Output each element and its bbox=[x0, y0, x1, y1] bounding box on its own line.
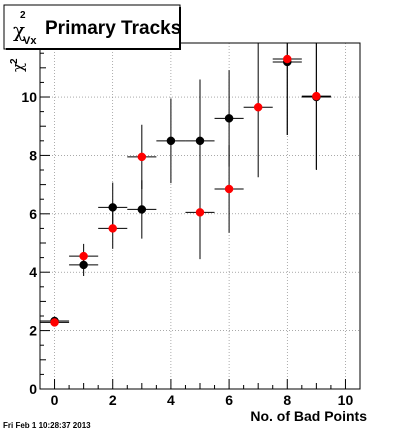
x-tick-label: 0 bbox=[51, 392, 59, 408]
data-marker bbox=[253, 102, 263, 112]
x-tick-label: 2 bbox=[109, 392, 117, 408]
data-marker bbox=[137, 152, 147, 162]
data-marker bbox=[79, 251, 88, 261]
x-tick-label: 6 bbox=[225, 392, 233, 408]
series-2 bbox=[40, 43, 331, 327]
data-marker bbox=[166, 136, 176, 146]
y-axis-title: χ 2 bbox=[9, 58, 27, 72]
title-superscript: 2 bbox=[20, 10, 26, 21]
data-marker bbox=[283, 54, 292, 64]
y-tick-label: 0 bbox=[29, 381, 37, 397]
timestamp: Fri Feb 1 10:28:37 2013 bbox=[3, 421, 91, 430]
y-axis-chi: χ bbox=[9, 63, 27, 72]
chart-title: Primary Tracks bbox=[45, 18, 181, 39]
data-marker bbox=[195, 208, 205, 217]
data-marker bbox=[224, 114, 234, 123]
title-chi-symbol: χ bbox=[13, 18, 25, 42]
y-tick-label: 2 bbox=[29, 323, 37, 339]
x-axis-title: No. of Bad Points bbox=[250, 408, 367, 424]
y-tick-labels: 0 2 4 6 8 10 bbox=[21, 89, 37, 397]
y-axis-superscript: 2 bbox=[9, 58, 20, 64]
data-marker bbox=[195, 136, 205, 146]
x-tick-label: 10 bbox=[338, 392, 354, 408]
data-points bbox=[40, 43, 331, 327]
axis-ticks bbox=[39, 52, 361, 390]
y-tick-label: 8 bbox=[29, 147, 37, 163]
y-tick-label: 4 bbox=[29, 264, 37, 280]
title-subscript: Vx bbox=[23, 35, 37, 47]
x-tick-label: 8 bbox=[283, 392, 291, 408]
x-tick-label: 4 bbox=[167, 392, 175, 408]
data-marker bbox=[108, 224, 117, 233]
data-marker bbox=[312, 91, 321, 101]
y-tick-label: 10 bbox=[21, 89, 37, 105]
title-box: χ 2 Vx Primary Tracks bbox=[3, 4, 181, 50]
data-marker bbox=[137, 205, 147, 214]
y-tick-label: 6 bbox=[29, 206, 37, 222]
x-tick-labels: 0 2 4 6 8 10 bbox=[51, 392, 354, 408]
data-marker bbox=[224, 184, 234, 194]
data-marker bbox=[50, 318, 59, 327]
